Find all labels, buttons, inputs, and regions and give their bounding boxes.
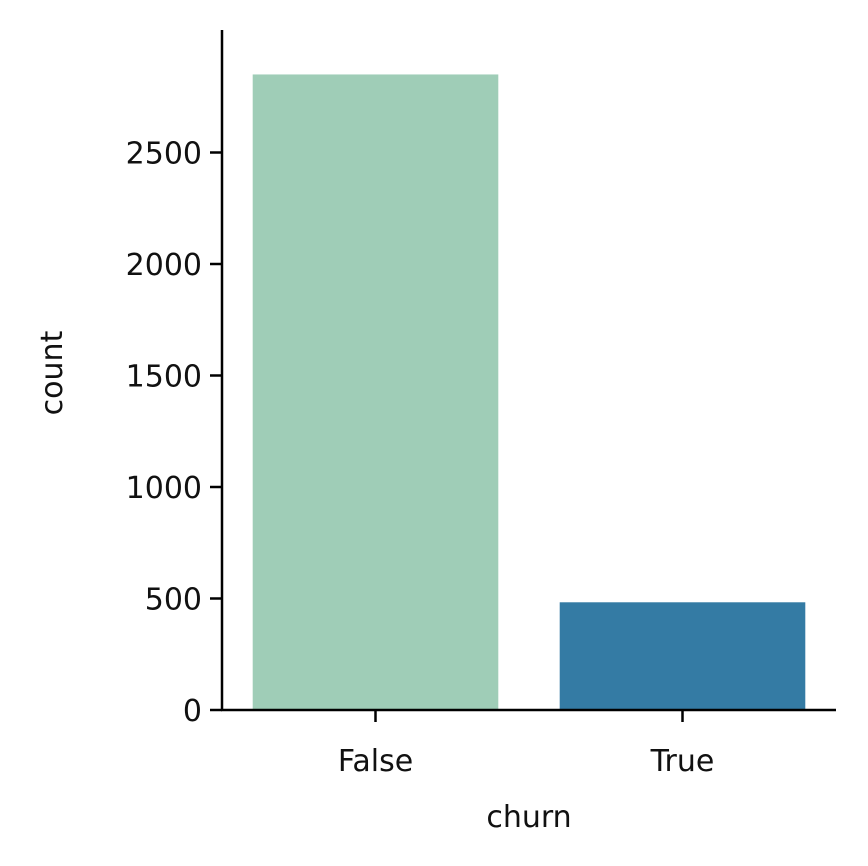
- x-axis-label: churn: [486, 800, 571, 835]
- x-tick-label: False: [338, 744, 413, 779]
- y-tick-label: 2500: [126, 137, 202, 172]
- bars-group: [252, 74, 806, 710]
- y-axis-label: count: [35, 330, 70, 415]
- x-axis-ticks: False True: [338, 710, 715, 779]
- bar-true: [559, 602, 806, 710]
- y-tick-label: 0: [183, 694, 202, 729]
- y-tick-label: 1000: [126, 471, 202, 506]
- x-tick-label: True: [650, 744, 715, 779]
- y-tick-label: 2000: [126, 248, 202, 283]
- y-tick-label: 1500: [126, 360, 202, 395]
- y-tick-label: 500: [145, 583, 202, 618]
- bar-false: [252, 74, 499, 710]
- y-axis-ticks: 0 500 1000 1500 2000 2500: [126, 137, 222, 729]
